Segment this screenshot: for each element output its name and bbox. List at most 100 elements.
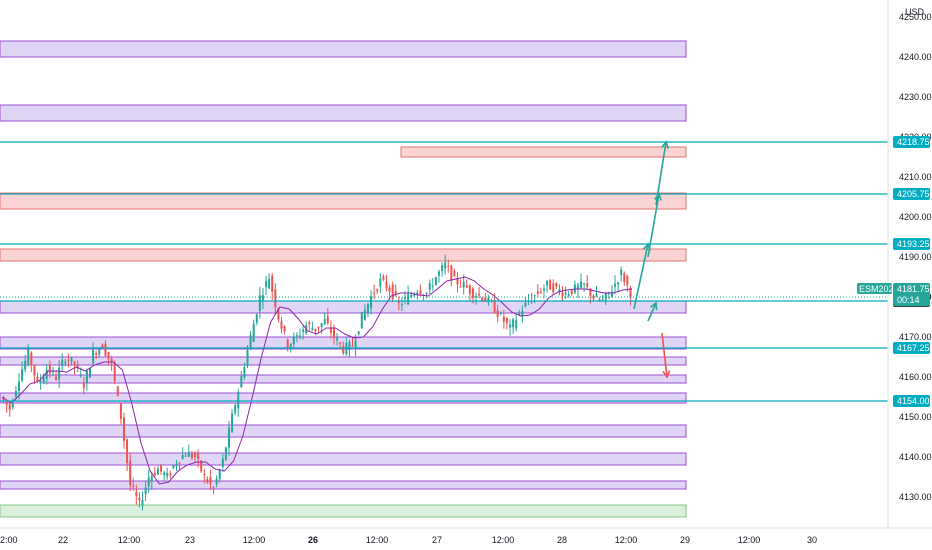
candle-body [441, 265, 444, 271]
time-tick-label: 30 [807, 535, 817, 545]
projection-arrow-up-4 [647, 302, 657, 322]
level-price-badge [893, 238, 930, 250]
candle-body [17, 381, 20, 391]
candle-body [329, 328, 332, 333]
candle-body [126, 439, 129, 464]
candle-body [237, 391, 240, 409]
candle-body [311, 328, 314, 331]
candle-body [484, 298, 487, 302]
candle-body [172, 465, 175, 468]
time-axis[interactable]: 2:00 22 12:00 23 12:00 26 12:00 27 12:00 28 12:00 2… [0, 535, 817, 545]
candle-body [536, 291, 539, 294]
candle-body [89, 368, 92, 378]
bar-countdown-text: 00:14 [897, 295, 920, 305]
candle-body [21, 369, 24, 381]
zone-purple [0, 452, 687, 466]
price-tick-label: 4140.00 [899, 452, 932, 462]
candle-body [410, 294, 413, 298]
candle-body [354, 340, 357, 349]
candle-body [431, 285, 434, 287]
candle-body [255, 314, 258, 323]
candle-body [542, 288, 545, 291]
price-tick-label: 4170.00 [899, 332, 932, 342]
candle-body [610, 291, 613, 297]
current-price-badge [893, 283, 930, 306]
candle-body [394, 291, 397, 295]
price-tick-label: 4240.00 [899, 52, 932, 62]
candle-body [382, 276, 385, 280]
candle-body [55, 376, 58, 380]
time-tick-label: 12:00 [243, 535, 266, 545]
candle-body [481, 297, 484, 301]
candle-body [478, 293, 481, 296]
time-tick-label: 29 [680, 535, 690, 545]
level-price-badge-text: 4167.25 [897, 343, 930, 353]
candle-body [524, 302, 527, 307]
candle-body [376, 289, 379, 292]
candle-body [73, 361, 76, 366]
candle-body [586, 283, 589, 287]
candle-body [552, 283, 555, 293]
candle-body [280, 321, 283, 329]
candle-body [447, 266, 450, 268]
candle-body [573, 284, 576, 293]
candle-body [302, 329, 305, 332]
candle-body [400, 304, 403, 306]
candle-body [604, 292, 607, 300]
candle-body [141, 499, 144, 506]
candle-body [2, 397, 5, 401]
zone-purple [0, 104, 687, 122]
candle-body [224, 447, 227, 460]
zone-red [0, 248, 687, 262]
candle-body [119, 402, 122, 419]
level-price-badge [893, 136, 930, 148]
level-price-badge-text: 4154.00 [897, 396, 930, 406]
candle-body [385, 281, 388, 289]
candle-body [453, 270, 456, 277]
candle-body [24, 360, 27, 370]
candle-body [434, 277, 437, 285]
candle-body [175, 463, 178, 467]
candle-body [249, 335, 252, 350]
zone-purple [0, 40, 687, 58]
candle-body [215, 478, 218, 485]
candle-body [336, 338, 339, 341]
candle-body [200, 460, 203, 472]
candle-body [178, 462, 181, 464]
level-price-badge [893, 188, 930, 200]
candle-body [397, 301, 400, 303]
candle-body [601, 299, 604, 301]
candle-body [67, 359, 70, 361]
candle-body [70, 357, 73, 362]
candle-body [36, 376, 39, 382]
zone-purple [0, 392, 687, 404]
candle-body [425, 292, 428, 294]
candle-body [555, 283, 558, 287]
candle-body [437, 271, 440, 276]
candle-body [30, 352, 33, 366]
candle-body [320, 323, 323, 327]
candle-body [502, 316, 505, 322]
candle-body [277, 308, 280, 320]
candle-body [357, 331, 360, 335]
candle-body [505, 318, 508, 324]
candle-body [617, 282, 620, 285]
candle-body [314, 328, 317, 332]
time-tick-label: 12:00 [366, 535, 389, 545]
time-tick-label: 12:00 [118, 535, 141, 545]
candle-body [113, 362, 116, 381]
candle-body [580, 281, 583, 288]
current-price-text: 4181.75 [897, 284, 930, 294]
zone-purple [0, 356, 687, 366]
candle-body [104, 343, 107, 356]
candle-body [558, 289, 561, 292]
candle-body [231, 413, 234, 433]
candle-body [546, 280, 549, 286]
candle-body [370, 296, 373, 309]
projection-arrow-up-2-head [654, 192, 663, 201]
time-tick-label: 12:00 [492, 535, 515, 545]
candle-body [169, 473, 172, 475]
candle-body [194, 453, 197, 458]
candle-body [360, 312, 363, 329]
